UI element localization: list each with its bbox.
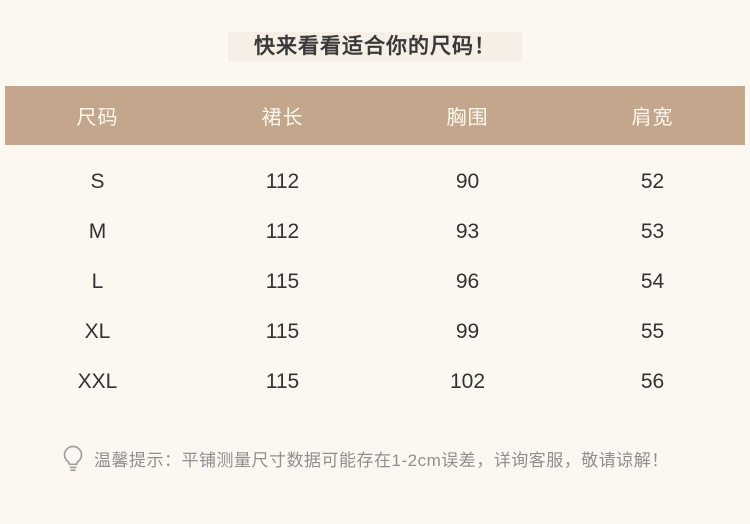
notice-row: 温馨提示：平铺测量尺寸数据可能存在1-2cm误差，详询客服，敬请谅解！: [60, 443, 750, 473]
cell-bust: 102: [449, 370, 486, 393]
table-row: S 112 90 52: [5, 157, 745, 207]
cell-bust: 99: [455, 320, 480, 343]
lightbulb-icon: [60, 443, 86, 473]
column-header-bust: 胸围: [446, 107, 489, 129]
cell-shoulder: 55: [640, 320, 665, 343]
cell-size: S: [90, 170, 105, 193]
column-header-skirt-length: 裙长: [261, 107, 304, 129]
cell-size: XL: [84, 320, 111, 343]
notice-text: 温馨提示：平铺测量尺寸数据可能存在1-2cm误差，详询客服，敬请谅解！: [94, 450, 669, 470]
size-table: 尺码 裙长 胸围 肩宽 S 112 90 52 M 112 93 53 L 11…: [5, 86, 745, 407]
table-row: M 112 93 53: [5, 207, 745, 257]
cell-bust: 96: [455, 270, 480, 293]
column-header-size: 尺码: [76, 107, 119, 129]
cell-skirt-length: 115: [265, 320, 300, 343]
table-row: XL 115 99 55: [5, 307, 745, 357]
cell-shoulder: 52: [640, 170, 665, 193]
cell-bust: 90: [455, 170, 480, 193]
cell-size: M: [88, 220, 107, 243]
cell-skirt-length: 112: [265, 220, 300, 243]
cell-skirt-length: 115: [265, 270, 300, 293]
cell-skirt-length: 115: [265, 370, 300, 393]
cell-skirt-length: 112: [265, 170, 300, 193]
column-header-shoulder: 肩宽: [631, 107, 674, 129]
table-row: XXL 115 102 56: [5, 357, 745, 407]
cell-bust: 93: [455, 220, 480, 243]
table-row: L 115 96 54: [5, 257, 745, 307]
title-row: 快来看看适合你的尺码！: [0, 0, 750, 62]
cell-size: L: [91, 270, 104, 293]
table-body: S 112 90 52 M 112 93 53 L 115 96 54 XL 1…: [5, 145, 745, 407]
cell-shoulder: 54: [640, 270, 665, 293]
page-title: 快来看看适合你的尺码！: [228, 32, 522, 62]
cell-size: XXL: [77, 370, 118, 393]
table-header-row: 尺码 裙长 胸围 肩宽: [5, 86, 745, 145]
cell-shoulder: 56: [640, 370, 665, 393]
cell-shoulder: 53: [640, 220, 665, 243]
